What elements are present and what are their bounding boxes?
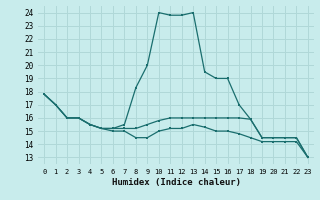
- X-axis label: Humidex (Indice chaleur): Humidex (Indice chaleur): [111, 178, 241, 187]
